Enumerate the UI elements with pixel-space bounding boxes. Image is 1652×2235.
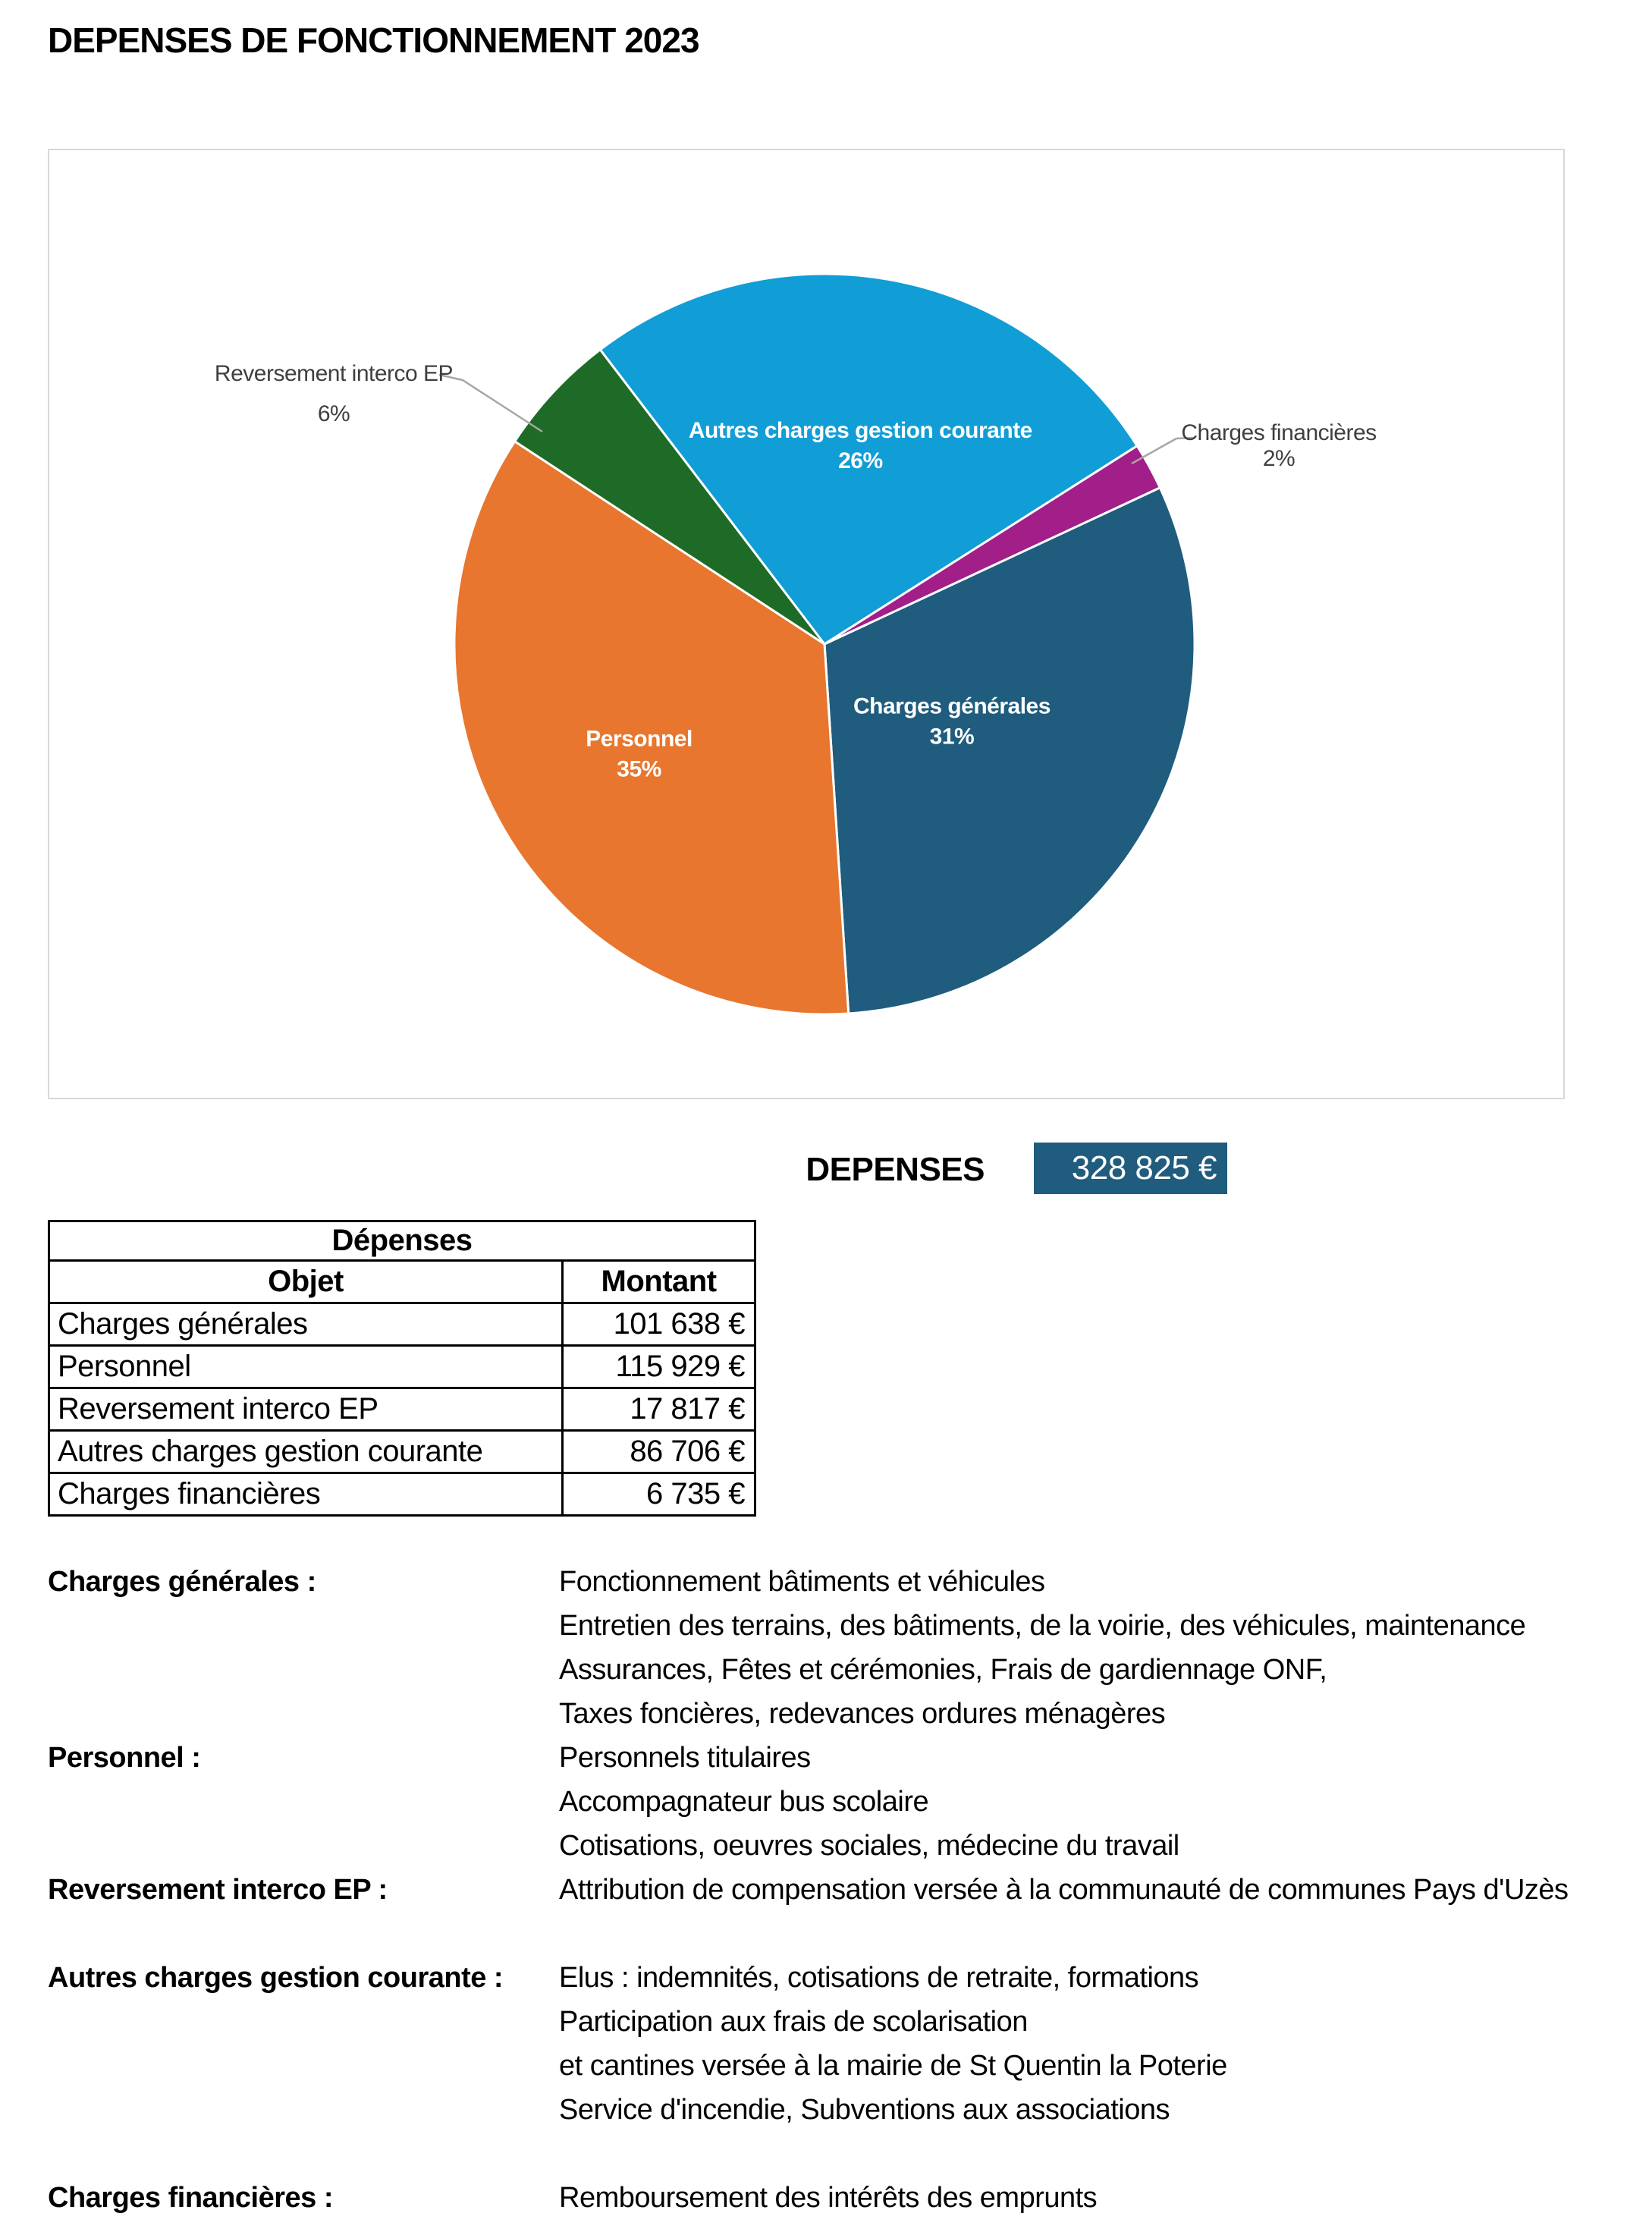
description-line: Elus : indemnités, cotisations de retrai… (559, 1962, 1199, 1994)
description-line: et cantines versée à la mairie de St Que… (559, 2050, 1227, 2082)
cell-objet: Charges générales (48, 1302, 564, 1347)
table-row: Reversement interco EP 17 817 € (48, 1387, 757, 1432)
cell-montant: 17 817 € (561, 1387, 757, 1432)
descriptions: Charges générales : Fonctionnement bâtime… (48, 1560, 1633, 2220)
description-block-reversement-interco-ep-: Reversement interco EP : Attribution de c… (48, 1868, 1633, 1912)
cell-objet: Reversement interco EP (48, 1387, 564, 1432)
table-title-row: Dépenses (47, 1220, 757, 1262)
leader-line-reversement-interco-ep (438, 373, 543, 433)
description-label: Personnel : (48, 1742, 201, 1774)
cell-objet: Personnel (48, 1344, 564, 1389)
description-lines: Elus : indemnités, cotisations de retrai… (559, 1956, 1633, 2132)
pie-percent-charges-financieres: 2% (1263, 446, 1295, 471)
description-block-autres-charges-gestion-courante-: Autres charges gestion courante : Elus : … (48, 1956, 1633, 2132)
description-gap (48, 2132, 1633, 2176)
pie-slice-personnel (453, 439, 850, 1016)
pie-percent-autres-charges-gestion-courante: 26% (838, 448, 883, 473)
pie-label-charges-generales: Charges générales (853, 693, 1051, 718)
pie-label-charges-financieres: Charges financières (1181, 420, 1376, 445)
table-title: Dépenses (47, 1220, 757, 1262)
description-line: Taxes foncières, redevances ordures ména… (559, 1698, 1166, 1730)
pie-slice-autres-charges-gestion-courante (598, 272, 1139, 646)
description-line: Fonctionnement bâtiments et véhicules (559, 1566, 1045, 1598)
description-lines: Fonctionnement bâtiments et véhicules Ent… (559, 1560, 1633, 1736)
table-row: Charges générales 101 638 € (48, 1302, 757, 1347)
description-gap (48, 1912, 1633, 1956)
pie-label-autres-charges-gestion-courante: Autres charges gestion courante (689, 418, 1032, 443)
table-row: Charges financières 6 735 € (48, 1472, 757, 1517)
pie-slice-charges-generales (823, 486, 1196, 1015)
description-line: Remboursement des intérêts des emprunts (559, 2182, 1098, 2214)
description-line: Service d'incendie, Subventions aux asso… (559, 2094, 1170, 2126)
description-lines: Remboursement des intérêts des emprunts (559, 2176, 1633, 2220)
description-block-charges-financieres-: Charges financières : Remboursement des i… (48, 2176, 1633, 2220)
column-header-objet: Objet (48, 1259, 564, 1304)
pie-chart-area: Charges générales 31% Personnel 35% Reversem… (48, 149, 1565, 1099)
pie-percent-charges-generales: 31% (930, 724, 975, 749)
expenses-table-body: Charges générales 101 638 € Personnel 115 9… (48, 1302, 757, 1517)
description-line: Entretien des terrains, des bâtiments, d… (559, 1610, 1526, 1642)
description-line: Cotisations, oeuvres sociales, médecine … (559, 1830, 1179, 1862)
pie-slice-reversement-interco-ep (513, 347, 826, 646)
description-lines: Personnels titulaires Accompagnateur bus … (559, 1736, 1633, 1868)
pie-percent-personnel: 35% (617, 757, 661, 782)
description-label: Charges générales : (48, 1566, 316, 1598)
pie-percent-reversement-interco-ep: 6% (318, 401, 350, 426)
description-line: Participation aux frais de scolarisation (559, 2006, 1028, 2038)
summary-value-box: 328 825 € (1034, 1143, 1227, 1194)
description-block-charges-generales-: Charges générales : Fonctionnement bâtime… (48, 1560, 1633, 1736)
table-header-row: Objet Montant (48, 1259, 757, 1304)
pie-label-reversement-interco-ep: Reversement interco EP (215, 361, 453, 386)
cell-objet: Autres charges gestion courante (48, 1429, 564, 1474)
description-label: Reversement interco EP : (48, 1874, 388, 1906)
table-row: Personnel 115 929 € (48, 1344, 757, 1389)
cell-objet: Charges financières (48, 1472, 564, 1517)
description-line: Attribution de compensation versée à la … (559, 1874, 1569, 1906)
cell-montant: 101 638 € (561, 1302, 757, 1347)
table-row: Autres charges gestion courante 86 706 € (48, 1429, 757, 1474)
description-label: Charges financières : (48, 2182, 333, 2214)
pie-slice-charges-financieres (824, 444, 1162, 646)
cell-montant: 6 735 € (561, 1472, 757, 1517)
description-line: Accompagnateur bus scolaire (559, 1786, 929, 1818)
description-block-personnel-: Personnel : Personnels titulaires Accompag… (48, 1736, 1633, 1868)
summary-label: DEPENSES (806, 1151, 985, 1188)
page-title: DEPENSES DE FONCTIONNEMENT 2023 (48, 20, 700, 60)
description-line: Personnels titulaires (559, 1742, 811, 1774)
description-label: Autres charges gestion courante : (48, 1962, 504, 1994)
cell-montant: 115 929 € (561, 1344, 757, 1389)
pie-label-personnel: Personnel (586, 727, 693, 752)
cell-montant: 86 706 € (561, 1429, 757, 1474)
expenses-table: Dépenses Objet Montant Charges générales… (47, 1220, 757, 1517)
description-lines: Attribution de compensation versée à la … (559, 1868, 1633, 1912)
column-header-montant: Montant (561, 1259, 757, 1304)
description-line: Assurances, Fêtes et cérémonies, Frais d… (559, 1654, 1327, 1686)
leader-line-charges-financieres (1131, 436, 1194, 465)
pie-chart-svg: Charges générales 31% Personnel 35% Reversem… (215, 272, 1377, 1016)
